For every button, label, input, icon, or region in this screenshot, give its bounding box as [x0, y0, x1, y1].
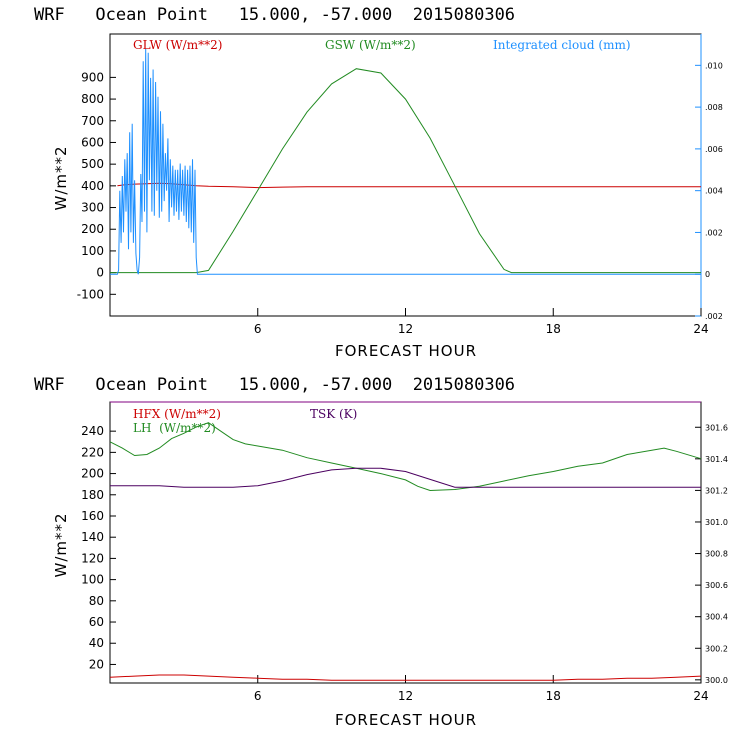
y-tick-label: 140 — [81, 530, 104, 544]
y2-tick-label: .004 — [705, 187, 723, 196]
y-tick-label: 600 — [81, 135, 104, 149]
top-y-axis: -100 0 100 200 300 400 500 600 700 800 900 — [77, 70, 116, 301]
series-line-gsw — [110, 68, 701, 274]
y-tick-label: 100 — [81, 573, 104, 587]
y2-tick-label: .002 — [705, 228, 723, 237]
y-tick-label: 180 — [81, 488, 104, 502]
y-tick-label: 40 — [89, 636, 104, 650]
bottom-y-axis-label: W/m**2 — [52, 512, 70, 577]
bottom-x-axis: 6 12 18 24 — [254, 675, 709, 703]
y2-tick-label: .006 — [705, 145, 723, 154]
series-line-hfx — [109, 674, 702, 681]
legend-cloud: Integrated cloud (mm) — [493, 38, 631, 52]
y2-tick-label: 300.0 — [705, 676, 728, 685]
legend-lh: LH (W/m**2) — [133, 421, 216, 435]
y-tick-label: 100 — [81, 244, 104, 258]
x-tick-label: 6 — [254, 689, 262, 703]
y2-tick-label: 300.4 — [705, 613, 728, 622]
y-tick-label: 20 — [89, 657, 104, 671]
legend-gsw: GSW (W/m**2) — [325, 38, 416, 52]
y2-tick-label: 0 — [705, 270, 710, 279]
y-tick-label: 200 — [81, 467, 104, 481]
y2-tick-label: .002 — [705, 312, 723, 321]
y-tick-label: 80 — [89, 594, 104, 608]
series-line-glw — [117, 182, 701, 189]
y-tick-label: 400 — [81, 179, 104, 193]
x-tick-label: 6 — [254, 322, 262, 336]
y-tick-label: 0 — [96, 266, 104, 280]
y-tick-label: 500 — [81, 157, 104, 171]
bottom-series-group — [109, 422, 702, 681]
top-series-group — [110, 48, 701, 275]
x-tick-label: 24 — [693, 322, 708, 336]
y2-tick-label: 301.0 — [705, 518, 728, 527]
y-tick-label: 160 — [81, 509, 104, 523]
y-tick-label: 800 — [81, 92, 104, 106]
y-tick-label: 700 — [81, 114, 104, 128]
y-tick-label: 120 — [81, 551, 104, 565]
y2-tick-label: 301.6 — [705, 423, 728, 432]
x-tick-label: 12 — [398, 322, 413, 336]
y2-tick-label: 301.2 — [705, 486, 728, 495]
x-tick-label: 24 — [693, 689, 708, 703]
y-tick-label: -100 — [77, 287, 104, 301]
bottom-x-axis-label: FORECAST HOUR — [335, 711, 477, 729]
y2-tick-label: .010 — [705, 61, 723, 70]
x-tick-label: 18 — [546, 689, 561, 703]
y2-tick-label: .008 — [705, 103, 723, 112]
top-y-axis-label: W/m**2 — [52, 145, 70, 210]
top-x-axis-label: FORECAST HOUR — [335, 342, 477, 360]
y2-tick-label: 301.4 — [705, 455, 728, 464]
top-x-axis: 6 12 18 24 — [254, 308, 709, 336]
y2-tick-label: 300.8 — [705, 550, 728, 559]
y-tick-label: 220 — [81, 445, 104, 459]
x-tick-label: 18 — [546, 322, 561, 336]
top-right-y-axis: .002 0 .002 .004 .006 .008 .010 — [695, 61, 723, 321]
series-line-lh — [109, 422, 702, 492]
series-line-integrated — [110, 48, 701, 275]
bottom-chart: WRF Ocean Point 15.000, -57.000 20150803… — [34, 375, 728, 729]
bottom-right-y-axis: 300.0 300.2 300.4 300.6 300.8 301.0 301.2 301.4… — [695, 423, 728, 685]
bottom-y-axis: 20 40 60 80 100 120 140 160 180 200 220 240 — [81, 424, 116, 671]
y-tick-label: 200 — [81, 222, 104, 236]
y2-tick-label: 300.2 — [705, 644, 728, 653]
bottom-chart-title: WRF Ocean Point 15.000, -57.000 20150803… — [34, 375, 515, 395]
legend-hfx: HFX (W/m**2) — [133, 407, 221, 421]
y-tick-label: 900 — [81, 70, 104, 84]
y-tick-label: 240 — [81, 424, 104, 438]
y2-tick-label: 300.6 — [705, 581, 728, 590]
series-line-tsk — [110, 467, 701, 488]
bottom-plot-frame — [109, 401, 702, 684]
legend-glw: GLW (W/m**2) — [133, 38, 222, 52]
y-tick-label: 60 — [89, 615, 104, 629]
x-tick-label: 12 — [398, 689, 413, 703]
legend-tsk: TSK (K) — [310, 407, 357, 421]
y-tick-label: 300 — [81, 201, 104, 215]
top-chart-title: WRF Ocean Point 15.000, -57.000 20150803… — [34, 5, 515, 25]
top-chart: WRF Ocean Point 15.000, -57.000 20150803… — [34, 5, 723, 360]
